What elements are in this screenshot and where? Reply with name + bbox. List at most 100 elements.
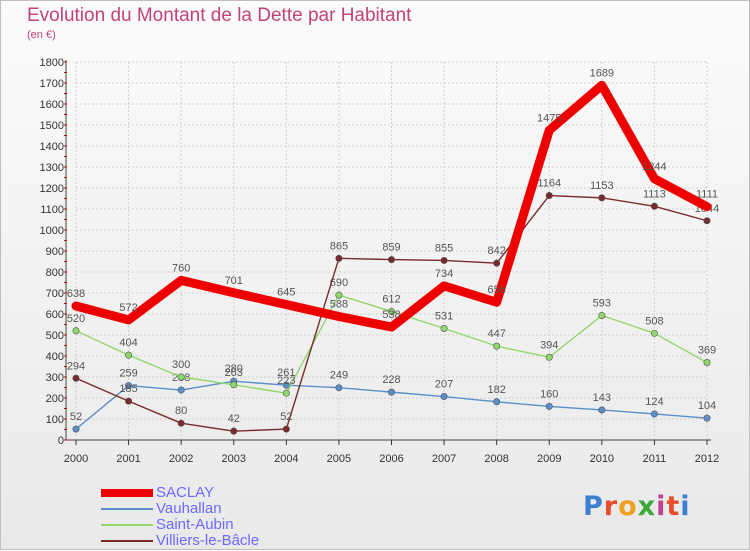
y-tick-label: 0 <box>58 435 64 447</box>
data-label: 249 <box>330 370 348 382</box>
data-point <box>387 388 395 396</box>
data-label: 1113 <box>643 188 666 200</box>
data-label: 394 <box>540 339 558 351</box>
data-point <box>440 256 448 264</box>
data-label: 80 <box>175 405 187 417</box>
data-point <box>703 414 711 422</box>
x-tick-label: 2001 <box>116 453 140 465</box>
data-label: 538 <box>382 309 400 321</box>
data-label: 263 <box>225 367 243 379</box>
legend-swatch <box>101 489 153 497</box>
data-label: 645 <box>277 287 295 299</box>
data-label: 859 <box>382 242 400 254</box>
y-tick-label: 800 <box>46 267 64 279</box>
data-label: 842 <box>487 245 505 257</box>
data-label: 531 <box>435 310 453 322</box>
x-tick-label: 2005 <box>327 453 351 465</box>
legend-swatch <box>101 508 153 510</box>
data-point <box>545 353 553 361</box>
data-label: 228 <box>382 374 400 386</box>
data-point <box>545 402 553 410</box>
data-point <box>650 329 658 337</box>
x-tick-label: 2009 <box>537 453 561 465</box>
data-label: 1111 <box>696 189 718 201</box>
data-label: 855 <box>435 242 453 254</box>
data-label: 52 <box>70 411 82 423</box>
y-tick-label: 400 <box>46 351 64 363</box>
legend-label: SACLAY <box>156 484 215 501</box>
data-label: 207 <box>435 379 453 391</box>
data-point <box>335 291 343 299</box>
data-label: 104 <box>698 400 716 412</box>
x-tick-label: 2004 <box>274 453 298 465</box>
data-point <box>703 217 711 225</box>
data-label: 447 <box>487 328 505 340</box>
data-label: 182 <box>487 384 505 396</box>
data-label: 223 <box>277 375 295 387</box>
y-tick-label: 1600 <box>40 99 64 111</box>
data-label: 588 <box>330 299 348 311</box>
y-tick-label: 1800 <box>40 57 64 69</box>
data-point <box>177 386 185 394</box>
data-label: 638 <box>67 288 85 300</box>
logo-letter: o <box>618 491 638 522</box>
data-label: 1164 <box>537 178 561 190</box>
data-point <box>230 381 238 389</box>
x-tick-label: 2006 <box>379 453 403 465</box>
y-tick-label: 1100 <box>40 204 64 216</box>
y-tick-label: 1700 <box>40 78 64 90</box>
x-tick-label: 2010 <box>590 453 614 465</box>
legend-label: Saint-Aubin <box>156 516 234 533</box>
x-tick-label: 2007 <box>432 453 456 465</box>
data-label: 261 <box>277 367 295 379</box>
data-label: 369 <box>698 345 716 357</box>
data-point <box>72 374 80 382</box>
data-point <box>177 419 185 427</box>
x-tick-label: 2003 <box>222 453 246 465</box>
data-point <box>493 398 501 406</box>
data-label: 520 <box>67 313 85 325</box>
y-tick-label: 600 <box>46 309 64 321</box>
y-tick-label: 900 <box>46 246 64 258</box>
data-point <box>598 311 606 319</box>
y-tick-label: 1500 <box>40 120 64 132</box>
data-point <box>230 427 238 435</box>
data-label: 760 <box>172 262 190 274</box>
data-label: 593 <box>593 297 611 309</box>
x-tick-label: 2000 <box>64 453 88 465</box>
chart-subtitle: (en €) <box>27 29 56 41</box>
data-point <box>125 351 133 359</box>
data-point <box>125 382 133 390</box>
data-point <box>598 406 606 414</box>
y-tick-label: 300 <box>46 372 64 384</box>
series-line-Vauhallan <box>75 380 708 430</box>
data-label: 1153 <box>590 180 614 192</box>
logo-letter: P <box>583 491 604 522</box>
data-label: 124 <box>645 396 663 408</box>
data-point <box>387 307 395 315</box>
logo-letter: r <box>603 491 619 522</box>
proxiti-logo: Proxiti <box>583 491 691 522</box>
data-point <box>650 410 658 418</box>
y-tick-label: 100 <box>46 414 64 426</box>
data-point <box>703 359 711 367</box>
data-label: 42 <box>228 413 240 425</box>
data-label: 656 <box>487 284 505 296</box>
data-label: 404 <box>119 337 137 349</box>
data-point <box>125 397 133 405</box>
data-point <box>72 425 80 433</box>
data-label: 1244 <box>642 161 666 173</box>
data-point <box>177 373 185 381</box>
x-tick-label: 2012 <box>695 453 719 465</box>
data-label: 185 <box>119 383 137 395</box>
data-label: 160 <box>540 388 558 400</box>
data-label: 1475 <box>537 112 561 124</box>
x-tick-label: 2011 <box>643 453 667 465</box>
data-label: 734 <box>435 268 453 280</box>
data-label: 865 <box>330 240 348 252</box>
data-point <box>440 324 448 332</box>
y-tick-label: 200 <box>46 393 64 405</box>
data-point <box>282 425 290 433</box>
